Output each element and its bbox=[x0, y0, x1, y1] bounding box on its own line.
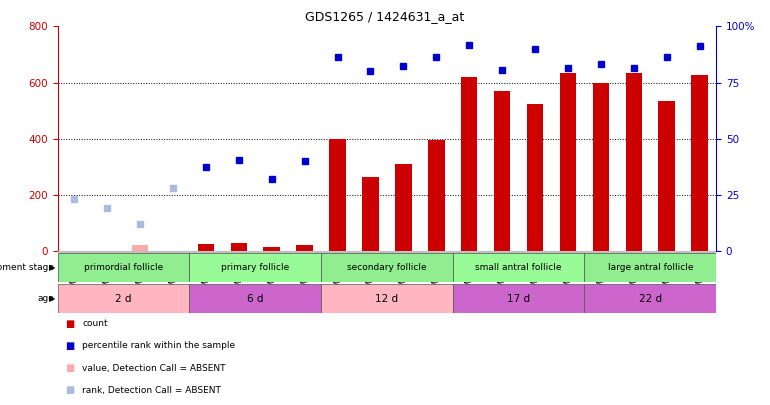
Bar bbox=[58, 253, 189, 282]
Text: secondary follicle: secondary follicle bbox=[347, 263, 427, 272]
Bar bbox=[658, 101, 675, 251]
Bar bbox=[691, 75, 708, 251]
Text: large antral follicle: large antral follicle bbox=[608, 263, 693, 272]
Bar bbox=[584, 253, 716, 282]
Bar bbox=[296, 245, 313, 251]
Text: count: count bbox=[82, 319, 108, 328]
Bar bbox=[625, 72, 642, 251]
Bar bbox=[494, 91, 511, 251]
Text: GDS1265 / 1424631_a_at: GDS1265 / 1424631_a_at bbox=[306, 10, 464, 23]
Text: value, Detection Call = ABSENT: value, Detection Call = ABSENT bbox=[82, 364, 226, 373]
Text: primary follicle: primary follicle bbox=[221, 263, 290, 272]
Text: ■: ■ bbox=[65, 363, 75, 373]
Text: 2 d: 2 d bbox=[116, 294, 132, 304]
Text: development stage: development stage bbox=[0, 263, 54, 272]
Bar bbox=[362, 177, 379, 251]
Text: small antral follicle: small antral follicle bbox=[475, 263, 562, 272]
Text: ▶: ▶ bbox=[49, 294, 55, 303]
Bar bbox=[189, 284, 321, 313]
Text: ▶: ▶ bbox=[49, 263, 55, 272]
Text: ■: ■ bbox=[65, 319, 75, 328]
Text: 17 d: 17 d bbox=[507, 294, 531, 304]
Text: 12 d: 12 d bbox=[375, 294, 399, 304]
Bar bbox=[189, 253, 321, 282]
Bar bbox=[321, 284, 453, 313]
Bar bbox=[330, 139, 346, 251]
Bar bbox=[230, 243, 247, 251]
Bar bbox=[461, 77, 477, 251]
Text: 22 d: 22 d bbox=[638, 294, 662, 304]
Text: age: age bbox=[37, 294, 54, 303]
Bar bbox=[132, 245, 149, 251]
Bar bbox=[321, 253, 453, 282]
Bar bbox=[428, 140, 444, 251]
Text: ■: ■ bbox=[65, 341, 75, 351]
Bar bbox=[453, 253, 584, 282]
Text: primordial follicle: primordial follicle bbox=[84, 263, 163, 272]
Bar bbox=[584, 284, 716, 313]
Text: 6 d: 6 d bbox=[247, 294, 263, 304]
Bar bbox=[453, 284, 584, 313]
Bar bbox=[58, 284, 189, 313]
Bar bbox=[593, 83, 609, 251]
Text: percentile rank within the sample: percentile rank within the sample bbox=[82, 341, 236, 350]
Bar bbox=[527, 104, 544, 251]
Bar bbox=[198, 244, 214, 251]
Bar bbox=[560, 72, 576, 251]
Text: rank, Detection Call = ABSENT: rank, Detection Call = ABSENT bbox=[82, 386, 221, 395]
Text: ■: ■ bbox=[65, 386, 75, 395]
Bar bbox=[395, 164, 412, 251]
Bar bbox=[263, 247, 280, 251]
